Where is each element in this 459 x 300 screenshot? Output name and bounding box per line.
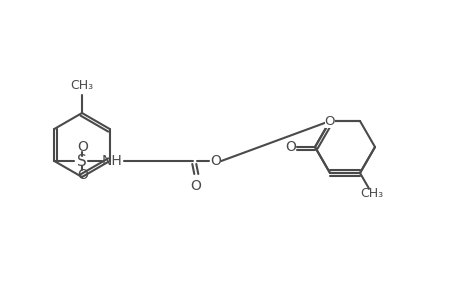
Text: CH₃: CH₃ bbox=[360, 187, 383, 200]
Text: O: O bbox=[77, 168, 88, 182]
Text: CH₃: CH₃ bbox=[70, 79, 93, 92]
Text: S: S bbox=[77, 154, 87, 169]
Text: O: O bbox=[77, 140, 88, 154]
Text: O: O bbox=[285, 140, 296, 154]
Text: O: O bbox=[190, 179, 200, 193]
Text: O: O bbox=[324, 115, 335, 128]
Text: NH: NH bbox=[102, 154, 123, 168]
Text: O: O bbox=[209, 154, 220, 168]
